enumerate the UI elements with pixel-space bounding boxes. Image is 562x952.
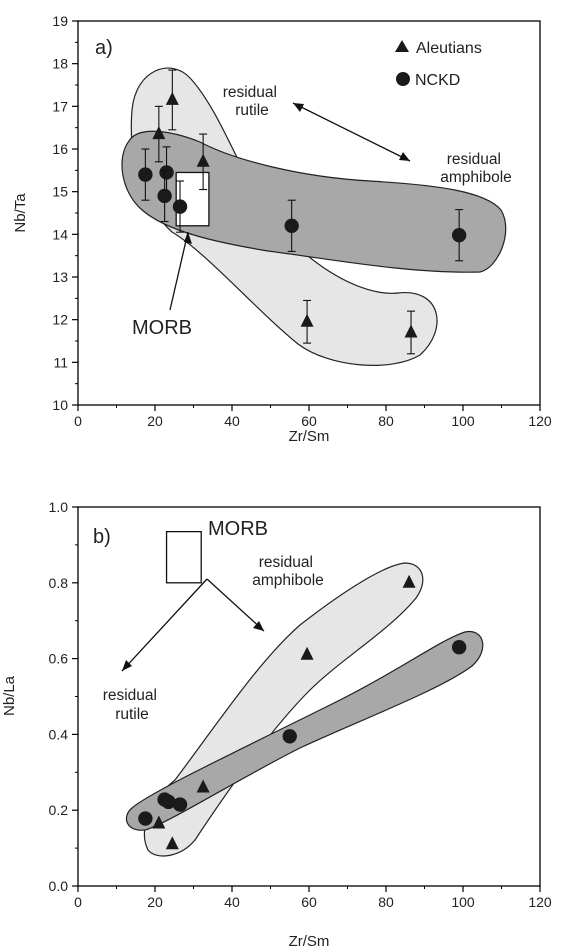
annotation-rutile-b: residual rutile bbox=[103, 687, 162, 723]
nckd-point-a bbox=[172, 199, 188, 214]
x-tick-label-a: 80 bbox=[378, 413, 394, 429]
y-tick-label-a: 11 bbox=[53, 354, 68, 370]
y-tick-label-a: 13 bbox=[52, 269, 68, 285]
y-tick-label-b: 0.2 bbox=[49, 802, 69, 818]
x-tick-label-b: 120 bbox=[528, 894, 552, 910]
y-axis-label-b: Nb/La bbox=[1, 675, 18, 716]
morb-box-b bbox=[165, 530, 202, 584]
x-tick-label-b: 80 bbox=[378, 894, 394, 910]
legend-label-nckd: NCKD bbox=[415, 72, 460, 89]
aleutians-point-a bbox=[404, 324, 418, 338]
nckd-point-b bbox=[451, 640, 467, 655]
data-marks-a bbox=[138, 69, 467, 355]
y-tick-label-a: 18 bbox=[52, 56, 68, 72]
y-tick-label-a: 19 bbox=[52, 13, 68, 29]
annotation-rutile-line1-a: residual bbox=[223, 84, 277, 101]
x-tick-label-b: 20 bbox=[147, 894, 163, 910]
x-tick-label-b: 0 bbox=[74, 894, 82, 910]
aleutians-point-b bbox=[165, 836, 179, 850]
legend-triangle-marker bbox=[395, 40, 409, 52]
nckd-point-a bbox=[284, 218, 299, 233]
y-tick-label-a: 12 bbox=[52, 312, 68, 328]
x-tick-label-a: 120 bbox=[528, 413, 552, 429]
morb-label-a: MORB bbox=[132, 317, 192, 339]
panel-label-a: a) bbox=[95, 37, 113, 59]
legend-a: Aleutians NCKD bbox=[395, 40, 482, 89]
y-tick-label-b: 0.4 bbox=[49, 726, 69, 742]
y-tick-label-a: 17 bbox=[52, 98, 68, 114]
y-tick-label-b: 0.0 bbox=[49, 878, 69, 894]
y-tick-label-b: 0.8 bbox=[49, 575, 69, 591]
annotation-amphibole-a: residual amphibole bbox=[440, 151, 512, 186]
x-tick-label-a: 20 bbox=[147, 413, 163, 429]
nckd-point-b bbox=[161, 794, 176, 810]
x-tick-label-a: 0 bbox=[74, 413, 82, 429]
x-axis-label-a: Zr/Sm bbox=[289, 428, 330, 445]
annotation-rutile-a: residual rutile bbox=[223, 84, 282, 119]
arrows-a bbox=[169, 102, 411, 311]
axes-b: 0 20 40 60 80 100 120 0.0 0.2 0.4 0.6 0.8 1.0 bbox=[49, 499, 552, 910]
panel-label-b: b) bbox=[93, 526, 111, 548]
annotation-amphibole-line2-b: amphibole bbox=[252, 572, 324, 589]
x-tick-label-b: 40 bbox=[224, 894, 240, 910]
y-tick-label-b: 0.6 bbox=[49, 651, 69, 667]
x-axis-label-b: Zr/Sm bbox=[289, 933, 330, 950]
annotation-amphibole-b: residual amphibole bbox=[252, 554, 324, 589]
annotation-rutile-line2-b: rutile bbox=[115, 706, 149, 723]
axes-a: 0 20 40 60 80 100 120 10 11 12 13 14 15 16 17 18 19 bbox=[52, 13, 551, 429]
legend-label-aleutians: Aleutians bbox=[416, 40, 482, 57]
nckd-point-a bbox=[138, 167, 153, 182]
aleutians-point-a bbox=[165, 91, 179, 105]
aleutians-point-b bbox=[300, 646, 314, 660]
annotation-rutile-line1-b: residual bbox=[103, 687, 157, 704]
y-axis-label-a: Nb/Ta bbox=[12, 193, 29, 233]
aleutians-point-a bbox=[196, 153, 210, 167]
nckd-point-a bbox=[157, 188, 172, 204]
nckd-point-b bbox=[282, 729, 297, 744]
aleutians-point-a bbox=[300, 313, 314, 327]
y-tick-label-a: 10 bbox=[52, 397, 68, 413]
arrows-b bbox=[121, 578, 265, 672]
data-marks-b bbox=[138, 574, 467, 850]
aleutians-point-a bbox=[152, 126, 166, 140]
nckd-point-a bbox=[159, 165, 174, 180]
annotation-rutile-line2-a: rutile bbox=[235, 102, 269, 119]
x-tick-label-a: 40 bbox=[224, 413, 240, 429]
nckd-field-b bbox=[125, 630, 484, 831]
y-tick-label-b: 1.0 bbox=[49, 499, 69, 515]
y-tick-label-a: 14 bbox=[52, 226, 68, 242]
nckd-field-a bbox=[121, 130, 507, 273]
y-tick-label-a: 16 bbox=[52, 141, 68, 157]
nckd-point-b bbox=[172, 797, 188, 812]
nckd-point-b bbox=[138, 811, 153, 826]
x-tick-label-a: 60 bbox=[301, 413, 317, 429]
x-tick-label-b: 100 bbox=[451, 894, 475, 910]
annotation-amphibole-line2-a: amphibole bbox=[440, 169, 512, 186]
x-tick-label-b: 60 bbox=[301, 894, 317, 910]
legend-circle-marker bbox=[396, 72, 410, 86]
aleutians-point-b bbox=[196, 779, 210, 793]
panel-a: 0 20 40 60 80 100 120 10 11 12 13 14 15 16 17 18 19 a) Z… bbox=[12, 13, 552, 445]
x-tick-label-a: 100 bbox=[451, 413, 475, 429]
annotation-amphibole-line1-a: residual bbox=[447, 151, 501, 168]
panel-b: 0 20 40 60 80 100 120 0.0 0.2 0.4 0.6 0.8 1.0 b) Zr/… bbox=[1, 499, 552, 950]
annotation-amphibole-line1-b: residual bbox=[259, 554, 313, 571]
aleutians-point-b bbox=[402, 574, 416, 588]
morb-label-b: MORB bbox=[208, 518, 268, 540]
aleutians-point-b bbox=[152, 815, 166, 829]
y-tick-label-a: 15 bbox=[52, 184, 68, 200]
nckd-point-a bbox=[451, 227, 467, 243]
